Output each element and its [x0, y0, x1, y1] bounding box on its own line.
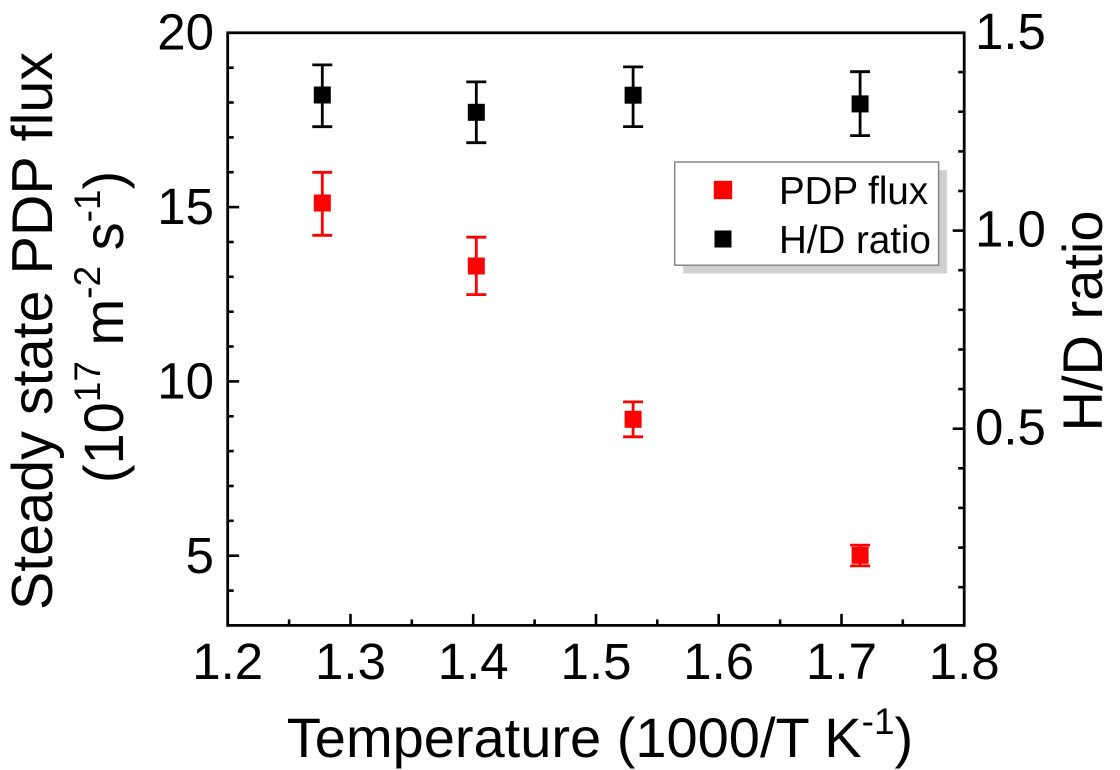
- svg-text:PDP flux: PDP flux: [779, 170, 928, 213]
- svg-text:15: 15: [157, 178, 214, 235]
- svg-text:20: 20: [157, 3, 214, 60]
- svg-text:(1017 m-2 s-1): (1017 m-2 s-1): [67, 171, 135, 483]
- svg-text:Steady state PDP flux: Steady state PDP flux: [1, 52, 65, 611]
- svg-text:1.7: 1.7: [806, 633, 877, 690]
- svg-text:1.0: 1.0: [975, 201, 1046, 258]
- svg-text:H/D ratio: H/D ratio: [1051, 211, 1114, 432]
- svg-text:1.5: 1.5: [975, 3, 1046, 60]
- svg-text:1.6: 1.6: [683, 633, 754, 690]
- svg-text:10: 10: [157, 352, 214, 409]
- svg-text:1.5: 1.5: [561, 633, 632, 690]
- svg-text:Temperature (1000/T K-1): Temperature (1000/T K-1): [287, 701, 913, 769]
- svg-text:0.5: 0.5: [975, 398, 1046, 455]
- svg-text:H/D ratio: H/D ratio: [779, 219, 931, 262]
- svg-text:1.8: 1.8: [929, 633, 1000, 690]
- svg-text:1.4: 1.4: [438, 633, 509, 690]
- svg-text:5: 5: [186, 527, 214, 584]
- svg-text:1.3: 1.3: [315, 633, 386, 690]
- svg-text:1.2: 1.2: [192, 633, 263, 690]
